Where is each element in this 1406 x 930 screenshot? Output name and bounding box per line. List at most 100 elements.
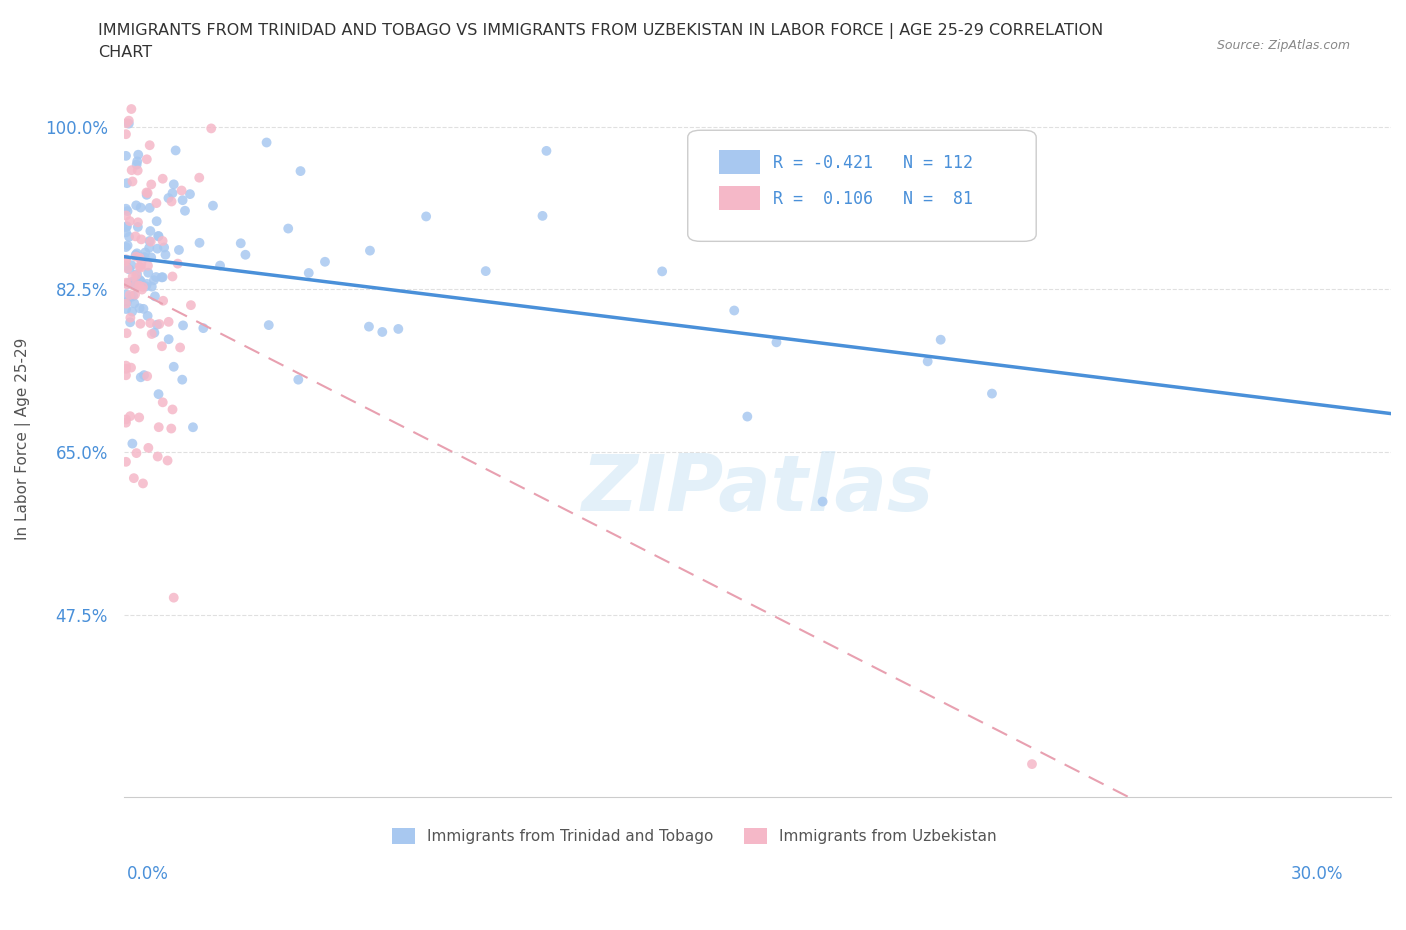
Point [169, 340, 191, 355]
Point [167, 243, 190, 258]
Point [172, 193, 194, 207]
Point [162, 186, 184, 201]
Point [150, 339, 173, 353]
Point [148, 316, 170, 331]
Point [415, 209, 437, 224]
Point [121, 270, 143, 285]
Point [201, 198, 224, 213]
Point [128, 410, 150, 425]
Point [737, 409, 759, 424]
Point [139, 315, 162, 330]
Point [121, 304, 143, 319]
Point [120, 311, 142, 325]
Point [115, 367, 138, 382]
Point [132, 301, 155, 316]
Point [172, 372, 194, 387]
Point [765, 335, 787, 350]
Point [139, 223, 162, 238]
Point [127, 215, 149, 230]
Point [132, 279, 155, 294]
Point [125, 157, 148, 172]
Point [136, 259, 159, 273]
Point [193, 321, 215, 336]
Point [157, 332, 180, 347]
Point [148, 229, 170, 244]
Point [127, 219, 149, 234]
Point [143, 326, 166, 340]
Point [157, 191, 180, 206]
Point [371, 325, 394, 339]
Point [115, 149, 138, 164]
Point [115, 126, 138, 141]
Point [115, 176, 138, 191]
Point [124, 341, 146, 356]
Point [917, 354, 939, 369]
Point [179, 187, 201, 202]
Point [160, 421, 183, 436]
Point [125, 278, 148, 293]
Point [143, 289, 166, 304]
Point [127, 163, 149, 178]
Text: Source: ZipAtlas.com: Source: ZipAtlas.com [1216, 39, 1350, 52]
Point [148, 229, 170, 244]
Point [121, 163, 143, 178]
Point [138, 233, 160, 248]
Point [117, 238, 139, 253]
Point [115, 201, 138, 216]
Point [115, 219, 138, 233]
Point [165, 143, 187, 158]
Point [117, 275, 139, 290]
Point [125, 445, 148, 460]
Point [136, 276, 159, 291]
Point [163, 177, 186, 192]
Point [229, 236, 252, 251]
Point [153, 240, 176, 255]
Point [118, 262, 141, 277]
Point [359, 243, 381, 258]
Point [120, 101, 142, 116]
Point [152, 233, 174, 248]
Point [115, 275, 138, 290]
Point [115, 208, 138, 223]
Text: R = -0.421   N = 112: R = -0.421 N = 112 [773, 154, 973, 172]
Point [141, 279, 163, 294]
Point [136, 309, 159, 324]
Text: CHART: CHART [98, 45, 152, 60]
Point [146, 241, 169, 256]
Point [129, 200, 152, 215]
Point [135, 185, 157, 200]
Point [115, 277, 138, 292]
Point [141, 177, 163, 192]
Point [723, 303, 745, 318]
Point [122, 296, 145, 311]
Point [160, 194, 183, 209]
Point [124, 277, 146, 292]
Point [357, 319, 380, 334]
Point [115, 287, 138, 302]
Point [152, 395, 174, 410]
Point [536, 143, 558, 158]
Point [142, 272, 165, 287]
Point [129, 260, 152, 275]
Point [129, 274, 152, 289]
Point [811, 494, 834, 509]
Point [120, 315, 142, 330]
Point [115, 326, 138, 340]
Point [122, 471, 145, 485]
Point [115, 301, 138, 316]
Point [200, 121, 222, 136]
Point [531, 208, 554, 223]
Point [157, 314, 180, 329]
Point [120, 360, 142, 375]
Point [131, 282, 153, 297]
Point [152, 270, 174, 285]
Point [290, 164, 312, 179]
Point [235, 247, 257, 262]
Point [257, 318, 280, 333]
Point [118, 214, 141, 229]
Point [128, 272, 150, 287]
Point [125, 249, 148, 264]
Point [136, 369, 159, 384]
Point [121, 174, 143, 189]
Point [132, 367, 155, 382]
